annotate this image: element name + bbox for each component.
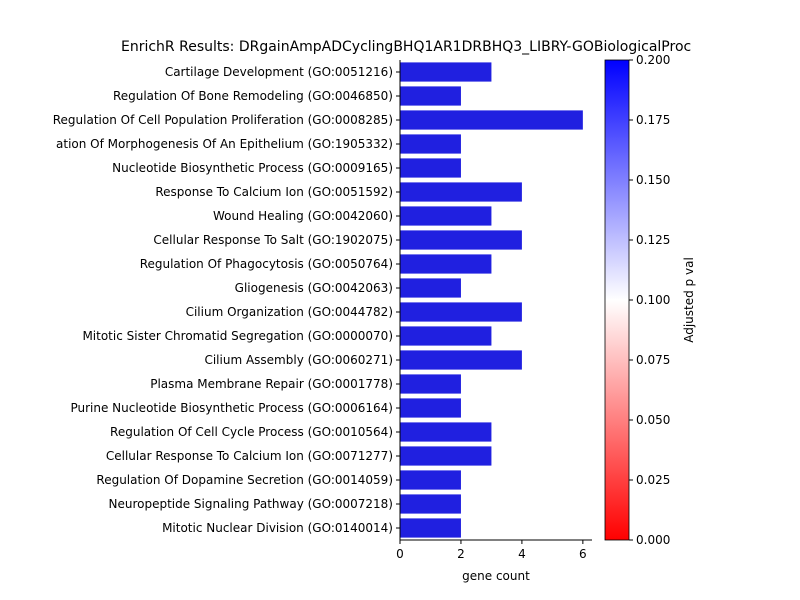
bar (400, 350, 522, 370)
y-tick-label: Regulation Of Phagocytosis (GO:0050764) (140, 257, 393, 271)
bar (400, 206, 492, 226)
y-tick-label: Mitotic Nuclear Division (GO:0140014) (162, 521, 393, 535)
y-tick-label: Regulation Of Bone Remodeling (GO:004685… (113, 89, 393, 103)
colorbar-tick-label: 0.025 (636, 473, 670, 487)
y-tick-label: Cilium Organization (GO:0044782) (186, 305, 393, 319)
bar (400, 518, 461, 538)
bar (400, 398, 461, 418)
y-tick-label: Wound Healing (GO:0042060) (213, 209, 393, 223)
colorbar-tick-label: 0.125 (636, 233, 670, 247)
bar (400, 110, 583, 130)
bar (400, 302, 522, 322)
bar (400, 134, 461, 154)
bar (400, 326, 492, 346)
x-axis: 0 2 4 6 (396, 540, 587, 561)
y-tick-label: Cilium Assembly (GO:0060271) (204, 353, 393, 367)
colorbar-tick-label: 0.150 (636, 173, 670, 187)
bar (400, 182, 522, 202)
colorbar-tick-label: 0.175 (636, 113, 670, 127)
x-tick-label: 2 (457, 547, 465, 561)
colorbar-gradient (604, 59, 630, 541)
y-tick-label: Regulation Of Dopamine Secretion (GO:001… (96, 473, 393, 487)
y-tick-labels: Cartilage Development (GO:0051216) Regula… (53, 65, 400, 535)
colorbar-tick-label: 0.200 (636, 53, 670, 67)
y-tick-label: Regulation Of Cell Cycle Process (GO:001… (110, 425, 393, 439)
bar (400, 230, 522, 250)
y-tick-label: Cellular Response To Calcium Ion (GO:007… (106, 449, 393, 463)
y-tick-label: Plasma Membrane Repair (GO:0001778) (150, 377, 393, 391)
colorbar-tick-label: 0.100 (636, 293, 670, 307)
bar (400, 254, 492, 274)
bar (400, 278, 461, 298)
x-tick-label: 4 (518, 547, 526, 561)
bars-group (400, 62, 583, 538)
bar (400, 494, 461, 514)
colorbar-tick-label: 0.000 (636, 533, 670, 547)
y-tick-label: Gliogenesis (GO:0042063) (235, 281, 393, 295)
bar (400, 86, 461, 106)
y-tick-label: Response To Calcium Ion (GO:0051592) (155, 185, 393, 199)
x-tick-label: 6 (579, 547, 587, 561)
y-tick-label: Mitotic Sister Chromatid Segregation (GO… (82, 329, 393, 343)
y-tick-label: Cartilage Development (GO:0051216) (165, 65, 393, 79)
bar (400, 422, 492, 442)
colorbar-label: Adjusted p val (682, 257, 696, 343)
bar (400, 470, 461, 490)
colorbar-tick-label: 0.050 (636, 413, 670, 427)
colorbar-ticks: 0.000 0.025 0.050 0.075 0.100 0.125 0.150 0.175… (629, 53, 670, 547)
y-tick-label: Cellular Response To Salt (GO:1902075) (153, 233, 393, 247)
y-tick-label: Nucleotide Biosynthetic Process (GO:0009… (112, 161, 393, 175)
x-tick-label: 0 (396, 547, 404, 561)
x-axis-label: gene count (462, 569, 530, 583)
bar (400, 374, 461, 394)
y-tick-label: Neuropeptide Signaling Pathway (GO:00072… (108, 497, 393, 511)
y-tick-label: Regulation Of Cell Population Proliferat… (53, 113, 393, 127)
chart-title: EnrichR Results: DRgainAmpADCyclingBHQ1A… (121, 39, 691, 55)
y-tick-label: ation Of Morphogenesis Of An Epithelium … (56, 137, 393, 151)
bar (400, 446, 492, 466)
bar (400, 158, 461, 178)
bar (400, 62, 492, 82)
colorbar-tick-label: 0.075 (636, 353, 670, 367)
colorbar: 0.000 0.025 0.050 0.075 0.100 0.125 0.150 0.175… (604, 53, 696, 547)
y-tick-label: Purine Nucleotide Biosynthetic Process (… (70, 401, 393, 415)
